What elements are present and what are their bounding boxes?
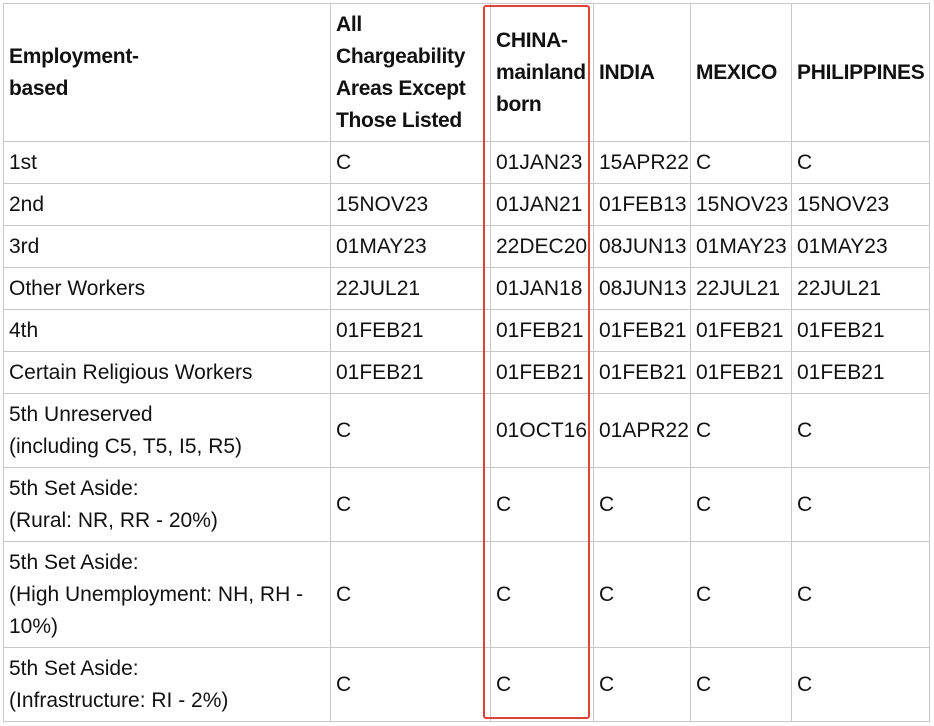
header-row: Employment- based All Chargeability Area… bbox=[3, 3, 930, 142]
cell-all-chargeability: C bbox=[330, 647, 491, 722]
cell-china: C bbox=[490, 647, 594, 722]
category-cell: 2nd bbox=[3, 183, 331, 226]
cell-philippines: 22JUL21 bbox=[791, 267, 930, 310]
table-row: Other Workers 22JUL21 01JAN18 08JUN13 22JUL2… bbox=[3, 267, 930, 310]
cell-india: 08JUN13 bbox=[593, 267, 691, 310]
table-row: 3rd 01MAY23 22DEC20 08JUN13 01MAY23 01MAY23 bbox=[3, 225, 930, 268]
cell-mexico: 01FEB21 bbox=[690, 351, 792, 394]
cell-philippines: 01FEB21 bbox=[791, 309, 930, 352]
category-cell: Other Workers bbox=[3, 267, 331, 310]
cell-mexico: C bbox=[690, 647, 792, 722]
cell-philippines: 01FEB21 bbox=[791, 351, 930, 394]
cell-philippines: 15NOV23 bbox=[791, 183, 930, 226]
category-cell: Certain Religious Workers bbox=[3, 351, 331, 394]
visa-bulletin-table: Employment- based All Chargeability Area… bbox=[3, 3, 930, 722]
cell-mexico: C bbox=[690, 541, 792, 648]
cell-all-chargeability: C bbox=[330, 141, 491, 184]
cell-all-chargeability: C bbox=[330, 541, 491, 648]
cell-mexico: 01FEB21 bbox=[690, 309, 792, 352]
header-india: INDIA bbox=[593, 3, 691, 142]
cell-india: C bbox=[593, 541, 691, 648]
cell-china: 01JAN18 bbox=[490, 267, 594, 310]
cell-mexico: 01MAY23 bbox=[690, 225, 792, 268]
category-cell: 5th Set Aside: (High Unemployment: NH, RH… bbox=[3, 541, 331, 648]
cell-philippines: C bbox=[791, 141, 930, 184]
cell-india: 15APR22 bbox=[593, 141, 691, 184]
table-row: 5th Unreserved (including C5, T5, I5, R5)… bbox=[3, 393, 930, 468]
cell-mexico: 22JUL21 bbox=[690, 267, 792, 310]
cell-china: 01OCT16 bbox=[490, 393, 594, 468]
cell-all-chargeability: 22JUL21 bbox=[330, 267, 491, 310]
cell-mexico: C bbox=[690, 393, 792, 468]
cell-china: 01JAN21 bbox=[490, 183, 594, 226]
cell-philippines: C bbox=[791, 467, 930, 542]
cell-india: 01FEB21 bbox=[593, 309, 691, 352]
cell-philippines: C bbox=[791, 541, 930, 648]
header-all-chargeability: All Chargeability Areas Except Those Lis… bbox=[330, 3, 491, 142]
cell-philippines: C bbox=[791, 647, 930, 722]
cell-india: C bbox=[593, 467, 691, 542]
table-row: 5th Set Aside: (High Unemployment: NH, RH… bbox=[3, 541, 930, 648]
table-row: 4th 01FEB21 01FEB21 01FEB21 01FEB21 01FEB21 bbox=[3, 309, 930, 352]
cell-china: 01FEB21 bbox=[490, 309, 594, 352]
cell-mexico: C bbox=[690, 141, 792, 184]
cell-india: 08JUN13 bbox=[593, 225, 691, 268]
category-cell: 3rd bbox=[3, 225, 331, 268]
table-row: 1st C 01JAN23 15APR22 C C bbox=[3, 141, 930, 184]
cell-all-chargeability: 01FEB21 bbox=[330, 309, 491, 352]
cell-china: 22DEC20 bbox=[490, 225, 594, 268]
category-cell: 5th Unreserved (including C5, T5, I5, R5) bbox=[3, 393, 331, 468]
category-cell: 4th bbox=[3, 309, 331, 352]
cell-all-chargeability: 15NOV23 bbox=[330, 183, 491, 226]
table-row: 5th Set Aside: (Infrastructure: RI - 2%) C… bbox=[3, 647, 930, 722]
table-body: 1st C 01JAN23 15APR22 C C 2nd 15NOV23 01JAN21 01F… bbox=[3, 141, 930, 722]
cell-china: C bbox=[490, 467, 594, 542]
cell-all-chargeability: 01FEB21 bbox=[330, 351, 491, 394]
cell-china: C bbox=[490, 541, 594, 648]
cell-all-chargeability: 01MAY23 bbox=[330, 225, 491, 268]
cell-mexico: C bbox=[690, 467, 792, 542]
cell-india: C bbox=[593, 647, 691, 722]
cell-all-chargeability: C bbox=[330, 393, 491, 468]
header-philippines: PHILIPPINES bbox=[791, 3, 930, 142]
cell-china: 01FEB21 bbox=[490, 351, 594, 394]
cell-philippines: 01MAY23 bbox=[791, 225, 930, 268]
category-cell: 5th Set Aside: (Infrastructure: RI - 2%) bbox=[3, 647, 331, 722]
table-row: 5th Set Aside: (Rural: NR, RR - 20%) C C C C C bbox=[3, 467, 930, 542]
table-row: Certain Religious Workers 01FEB21 01FEB21 0… bbox=[3, 351, 930, 394]
cell-china: 01JAN23 bbox=[490, 141, 594, 184]
cell-india: 01FEB21 bbox=[593, 351, 691, 394]
cell-mexico: 15NOV23 bbox=[690, 183, 792, 226]
category-cell: 5th Set Aside: (Rural: NR, RR - 20%) bbox=[3, 467, 331, 542]
cell-india: 01APR22 bbox=[593, 393, 691, 468]
header-china: CHINA- mainland born bbox=[490, 3, 594, 142]
cell-india: 01FEB13 bbox=[593, 183, 691, 226]
cell-all-chargeability: C bbox=[330, 467, 491, 542]
cell-philippines: C bbox=[791, 393, 930, 468]
header-employment-based: Employment- based bbox=[3, 3, 331, 142]
header-mexico: MEXICO bbox=[690, 3, 792, 142]
category-cell: 1st bbox=[3, 141, 331, 184]
table-row: 2nd 15NOV23 01JAN21 01FEB13 15NOV23 15NOV23 bbox=[3, 183, 930, 226]
